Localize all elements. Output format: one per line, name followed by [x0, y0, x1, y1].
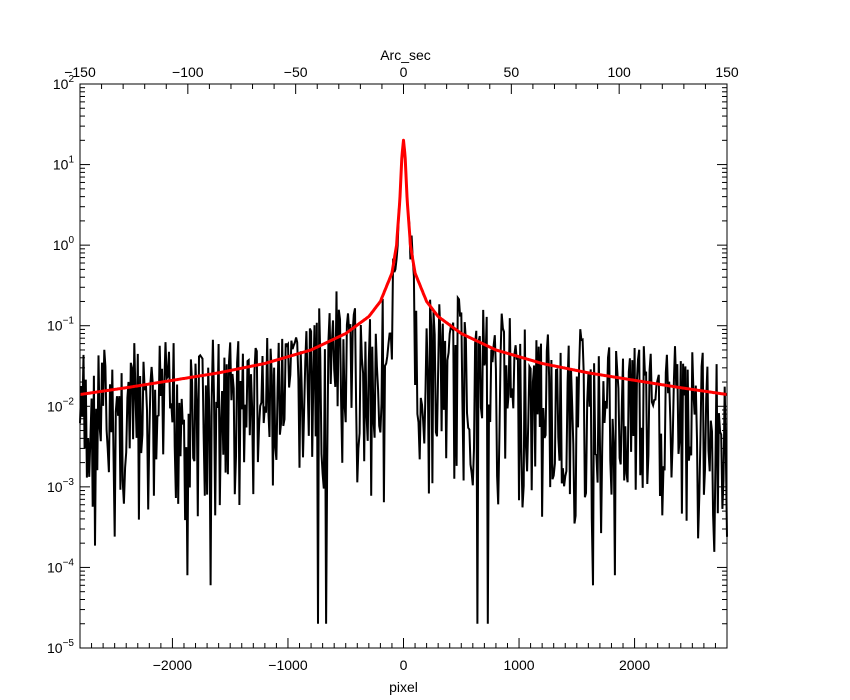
y-tick-label: 100: [53, 235, 75, 253]
tick-layer: [79, 84, 728, 649]
model-series-line: [79, 138, 728, 396]
model-layer: [79, 138, 728, 396]
x2-tick-label: −100: [172, 64, 204, 80]
x-tick-label: 0: [400, 657, 408, 673]
y-tick-label: 102: [53, 74, 75, 92]
x-tick-label: 2000: [619, 657, 650, 673]
y-tick-label: 10−1: [47, 316, 74, 334]
x2-tick-label: 100: [607, 64, 631, 80]
x2-tick-label: 0: [400, 64, 408, 80]
x-tick-label: 1000: [503, 657, 534, 673]
y-tick-label: 10−4: [47, 557, 74, 575]
x2-tick-label: −50: [284, 64, 308, 80]
x-tick-label: −1000: [268, 657, 308, 673]
top-axis-title: Arc_sec: [380, 47, 431, 63]
y-tick-label: 10−3: [47, 477, 74, 495]
x2-tick-label: 50: [504, 64, 520, 80]
x-tick-label: −2000: [153, 657, 193, 673]
label-layer: −2000 −1000 0 1000 2000 −150 −100 −50 0 50 100 150 1…: [47, 64, 739, 673]
y-tick-label: 10−5: [47, 638, 74, 656]
x2-tick-label: −150: [64, 64, 96, 80]
x-axis-title: pixel: [389, 679, 418, 695]
x2-tick-label: 150: [715, 64, 739, 80]
y-tick-label: 101: [53, 155, 75, 173]
y-tick-label: 10−2: [47, 396, 74, 414]
